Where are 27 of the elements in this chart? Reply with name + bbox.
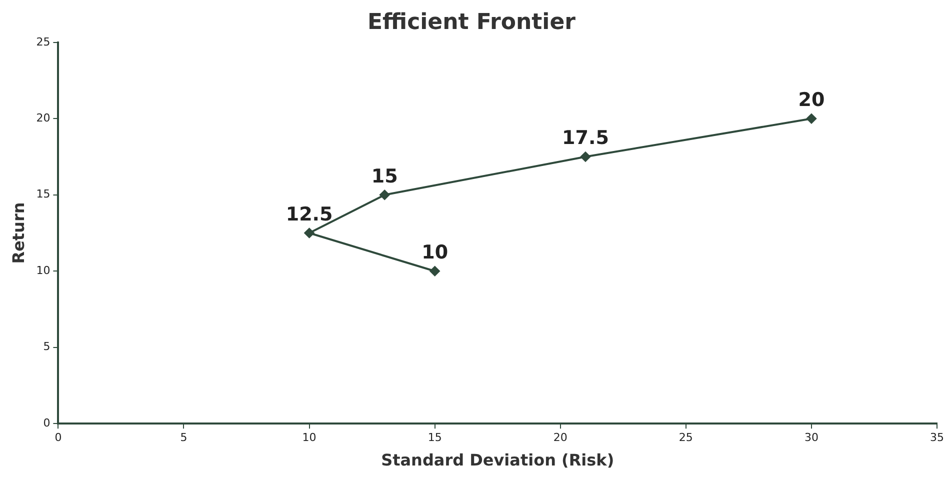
y-tick-label: 15 <box>36 188 50 201</box>
x-tick-label: 15 <box>428 431 442 444</box>
point <box>380 190 390 200</box>
data-label: 17.5 <box>562 127 609 150</box>
x-tick-label: 35 <box>930 431 944 444</box>
data-label: 12.5 <box>286 203 333 226</box>
chart-title: Efficient Frontier <box>368 10 576 35</box>
x-tick-label: 0 <box>54 431 62 444</box>
point <box>806 114 816 124</box>
y-tick-label: 20 <box>36 112 50 124</box>
x-tick-label: 20 <box>553 431 568 444</box>
y-tick-label: 25 <box>36 35 50 48</box>
point <box>430 266 440 276</box>
data-label: 20 <box>798 89 825 112</box>
x-tick-label: 10 <box>302 431 316 444</box>
point <box>580 152 590 162</box>
data-label: 10 <box>422 242 448 264</box>
x-axis-title: Standard Deviation (Risk) <box>381 450 614 470</box>
x-tick-label: 30 <box>804 431 818 444</box>
y-tick-label: 10 <box>36 264 50 277</box>
x-tick-label: 25 <box>678 431 693 444</box>
y-tick-label: 5 <box>43 340 50 354</box>
x-tick-label: 5 <box>180 431 188 444</box>
y-axis-title: Return <box>8 202 28 264</box>
data-label: 15 <box>371 165 398 188</box>
y-tick-label: 0 <box>43 416 50 430</box>
point <box>304 228 314 238</box>
